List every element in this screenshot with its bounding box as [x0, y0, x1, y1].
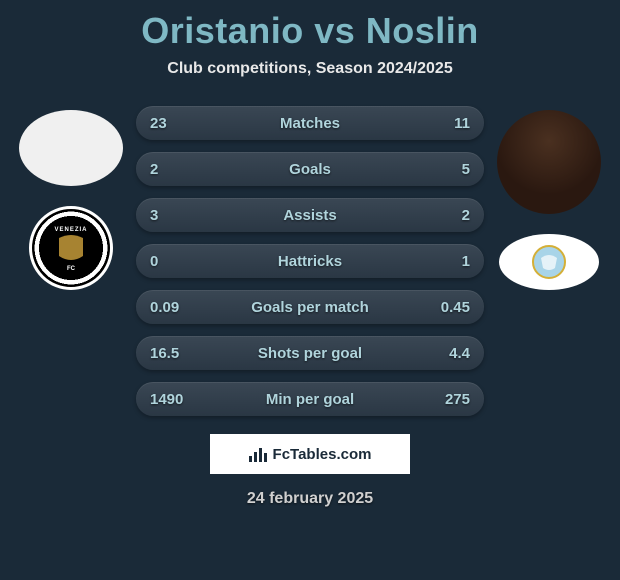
lazio-logo-icon	[521, 234, 577, 290]
stat-right-value: 4.4	[430, 345, 470, 362]
stats-column: 23 Matches 11 2 Goals 5 3 Assists 2 0 Ha…	[136, 106, 484, 416]
footer-date: 24 february 2025	[247, 490, 373, 508]
stat-row: 0.09 Goals per match 0.45	[136, 290, 484, 324]
bars-icon	[249, 446, 269, 462]
right-club-badge	[499, 234, 599, 290]
left-player-col: VENEZIA FC	[6, 106, 136, 290]
stat-right-value: 2	[430, 207, 470, 224]
stat-label: Hattricks	[190, 253, 430, 270]
stat-left-value: 1490	[150, 391, 190, 408]
stat-left-value: 2	[150, 161, 190, 178]
left-club-badge: VENEZIA FC	[29, 206, 113, 290]
stat-row: 1490 Min per goal 275	[136, 382, 484, 416]
stat-row: 16.5 Shots per goal 4.4	[136, 336, 484, 370]
stat-row: 0 Hattricks 1	[136, 244, 484, 278]
stat-label: Goals	[190, 161, 430, 178]
stat-row: 3 Assists 2	[136, 198, 484, 232]
right-player-col	[484, 106, 614, 290]
content-row: VENEZIA FC 23 Matches 11 2 Goals 5 3 Ass…	[0, 106, 620, 416]
footer-brand-text: FcTables.com	[273, 446, 372, 463]
stat-label: Min per goal	[190, 391, 430, 408]
stat-left-value: 3	[150, 207, 190, 224]
stat-left-value: 0.09	[150, 299, 190, 316]
svg-text:VENEZIA: VENEZIA	[54, 227, 87, 233]
stat-label: Goals per match	[190, 299, 430, 316]
stat-left-value: 16.5	[150, 345, 190, 362]
stat-label: Assists	[190, 207, 430, 224]
stat-right-value: 275	[430, 391, 470, 408]
venezia-logo-icon: VENEZIA FC	[41, 218, 101, 278]
svg-text:FC: FC	[67, 266, 76, 272]
stat-right-value: 0.45	[430, 299, 470, 316]
stat-right-value: 1	[430, 253, 470, 270]
right-player-avatar	[497, 110, 601, 214]
footer-brand-badge: FcTables.com	[210, 434, 410, 474]
comparison-card: Oristanio vs Noslin Club competitions, S…	[0, 0, 620, 580]
stat-row: 23 Matches 11	[136, 106, 484, 140]
stat-right-value: 5	[430, 161, 470, 178]
page-title: Oristanio vs Noslin	[141, 10, 479, 52]
stat-label: Shots per goal	[190, 345, 430, 362]
stat-left-value: 23	[150, 115, 190, 132]
stat-row: 2 Goals 5	[136, 152, 484, 186]
stat-left-value: 0	[150, 253, 190, 270]
stat-label: Matches	[190, 115, 430, 132]
left-player-avatar	[19, 110, 123, 186]
stat-right-value: 11	[430, 115, 470, 132]
page-subtitle: Club competitions, Season 2024/2025	[167, 60, 452, 78]
